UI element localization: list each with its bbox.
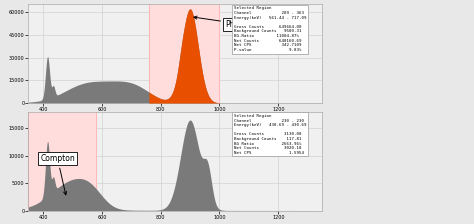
Text: Photopeak: Photopeak <box>194 16 266 29</box>
Bar <box>149 4 219 103</box>
Text: Compton: Compton <box>40 154 75 195</box>
Bar <box>28 112 96 211</box>
Text: Selected Region
Channel            289 - 363
Energy(keV)   561.44 - 717.09

Gros: Selected Region Channel 289 - 363 Energy… <box>234 6 307 52</box>
Text: Selected Region
Channel            230 - 230
Energy(keV)   430.69 - 430.69

Gros: Selected Region Channel 230 - 230 Energy… <box>234 114 307 155</box>
